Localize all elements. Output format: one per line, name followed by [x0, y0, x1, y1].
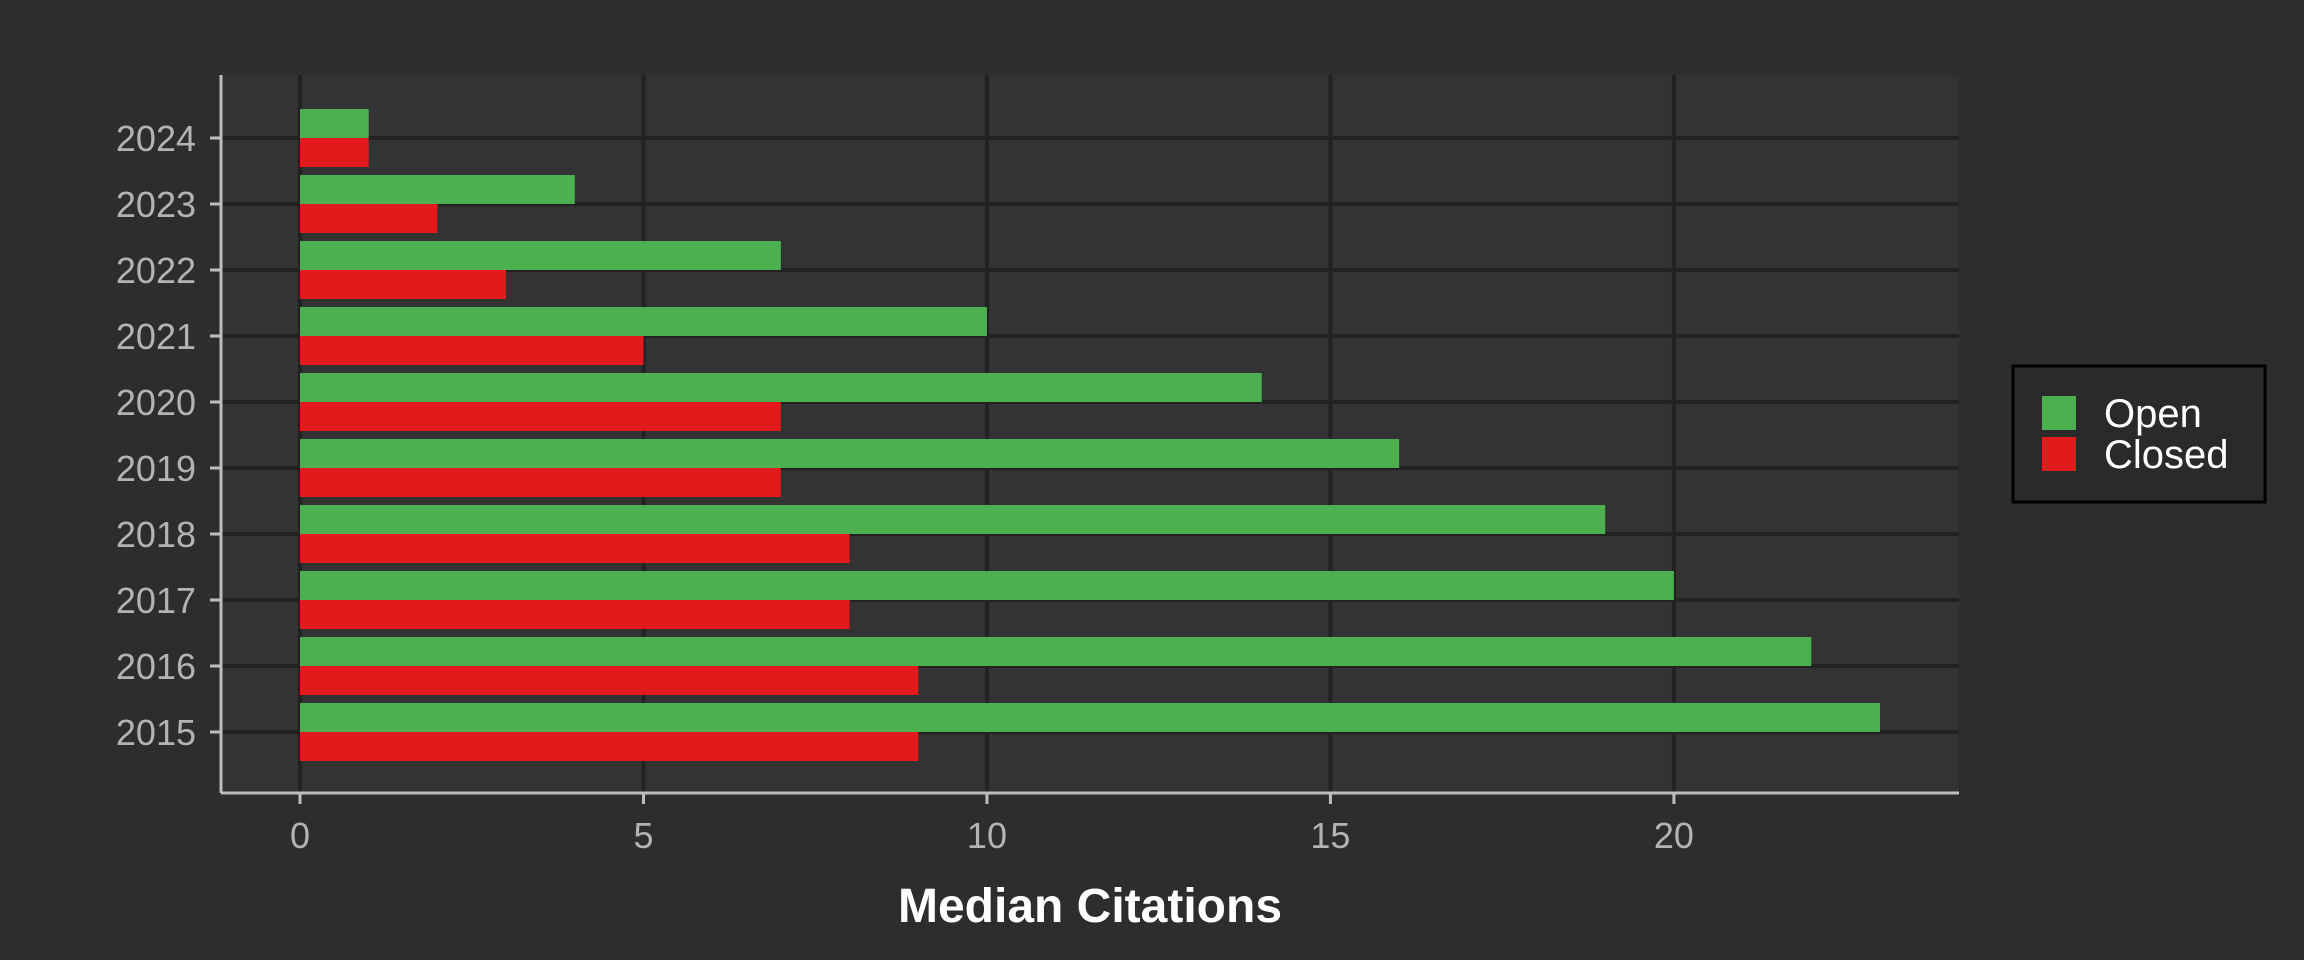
legend-label-open: Open [2104, 392, 2202, 436]
legend: Open Closed [2011, 364, 2267, 504]
y-tick-label: 2022 [116, 250, 196, 291]
axes [219, 75, 1959, 795]
x-tick-label: 15 [1310, 815, 1350, 856]
legend-swatch-open [2042, 396, 2076, 430]
bar-closed-2016 [300, 666, 919, 695]
bar-open-2020 [300, 373, 1262, 402]
bar-closed-2018 [300, 534, 850, 563]
y-tick-label: 2024 [116, 118, 196, 159]
y-tick-label: 2021 [116, 316, 196, 357]
bar-open-2021 [300, 307, 987, 336]
bar-closed-2015 [300, 732, 919, 761]
bar-closed-2021 [300, 336, 644, 365]
y-tick-label: 2023 [116, 184, 196, 225]
y-tick-label: 2017 [116, 580, 196, 621]
bar-closed-2020 [300, 402, 781, 431]
x-tick-label: 5 [633, 815, 653, 856]
bar-open-2023 [300, 175, 575, 204]
bar-open-2022 [300, 241, 781, 270]
x-ticks: 0 5 10 15 20 [290, 793, 1694, 856]
y-tick-label: 2020 [116, 382, 196, 423]
bar-closed-2019 [300, 468, 781, 497]
x-axis-title: Median Citations [898, 880, 1282, 933]
bar-open-2018 [300, 505, 1606, 534]
bar-open-2017 [300, 571, 1674, 600]
bar-open-2015 [300, 703, 1880, 732]
bar-closed-2023 [300, 204, 438, 233]
y-tick-label: 2018 [116, 514, 196, 555]
bars [300, 109, 1880, 761]
bar-open-2024 [300, 109, 369, 138]
bar-open-2016 [300, 637, 1812, 666]
legend-swatch-closed [2042, 437, 2076, 471]
x-tick-label: 10 [967, 815, 1007, 856]
bar-closed-2017 [300, 600, 850, 629]
legend-label-closed: Closed [2104, 433, 2229, 477]
y-tick-label: 2019 [116, 448, 196, 489]
bar-open-2019 [300, 439, 1400, 468]
bar-closed-2024 [300, 138, 369, 167]
x-tick-label: 0 [290, 815, 310, 856]
bar-closed-2022 [300, 270, 507, 299]
y-ticks: 2024 2023 2022 2021 2020 2019 2018 2017 2016 2015 [116, 118, 221, 753]
y-tick-label: 2015 [116, 712, 196, 753]
legend-box [2011, 364, 2267, 504]
y-tick-label: 2016 [116, 646, 196, 687]
x-tick-label: 20 [1654, 815, 1694, 856]
